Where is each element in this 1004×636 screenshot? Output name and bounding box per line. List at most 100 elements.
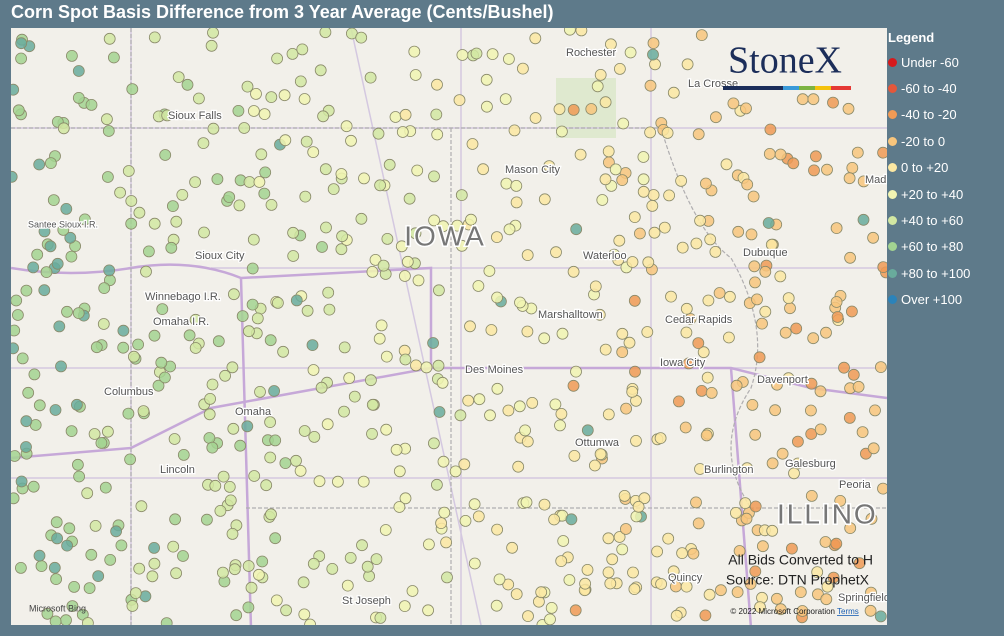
site-dot [455, 189, 468, 202]
site-dot [316, 241, 328, 253]
site-dot [152, 379, 165, 392]
site-dot [623, 336, 636, 349]
place-label: Marshalltown [538, 309, 603, 321]
site-dot [821, 580, 834, 593]
site-dot [403, 192, 416, 205]
highways [11, 263, 887, 625]
site-dot [458, 458, 471, 471]
state-label: IOWA [404, 220, 486, 251]
site-dot [323, 303, 336, 316]
site-dot [66, 600, 79, 612]
site-dot [331, 475, 344, 488]
site-dot [85, 99, 98, 111]
site-dot [217, 470, 230, 483]
site-dot [313, 475, 326, 488]
site-dot [304, 618, 316, 625]
site-dot [260, 479, 273, 492]
site-dot [805, 489, 818, 502]
site-dot [741, 462, 753, 475]
site-dot [148, 542, 161, 554]
site-dot [340, 120, 353, 133]
site-dot [296, 43, 309, 56]
brand-bar [815, 86, 831, 90]
site-dot [508, 124, 521, 137]
site-dot [564, 28, 576, 36]
site-dot [252, 568, 265, 581]
site-dot [287, 250, 300, 262]
site-dot [602, 532, 615, 545]
site-dot [72, 307, 85, 320]
site-dot [779, 326, 792, 339]
site-dot [521, 325, 534, 338]
site-dot [581, 424, 594, 437]
site-dot [807, 93, 820, 106]
site-dot [575, 28, 588, 37]
site-dot [751, 293, 763, 306]
site-dot [538, 332, 551, 345]
site-dot [82, 617, 94, 625]
site-dot [44, 240, 57, 253]
site-dot [814, 385, 827, 398]
site-dot [35, 560, 48, 572]
site-dot [104, 554, 117, 566]
site-dot [865, 586, 877, 599]
site-dot [655, 578, 667, 590]
site-dot [766, 524, 779, 537]
site-dot [670, 609, 683, 622]
site-dot [356, 539, 368, 552]
site-dot [692, 517, 705, 530]
site-dot [268, 385, 281, 397]
site-dot [554, 419, 566, 432]
site-dot [133, 562, 146, 575]
site-dot [567, 265, 580, 278]
site-dot [565, 513, 578, 526]
site-dot [526, 396, 539, 409]
site-dot [124, 453, 136, 466]
site-dot [701, 371, 714, 384]
site-dot [299, 190, 312, 203]
site-dot [234, 439, 247, 452]
site-dot [327, 183, 340, 196]
site-dot [739, 497, 752, 510]
place-label: Sioux Falls [168, 110, 222, 122]
legend: Legend Under -60 -60 to -40 -40 to -20 -20 … [888, 30, 970, 313]
site-dot [695, 29, 708, 41]
site-dot [844, 251, 856, 264]
site-dot [211, 173, 224, 186]
site-dot [129, 587, 142, 599]
site-dot [68, 581, 80, 593]
site-dot [513, 400, 526, 413]
site-dot [366, 427, 378, 440]
site-dot [420, 361, 433, 374]
site-dot [680, 580, 693, 593]
site-dot [335, 243, 348, 256]
site-dot [522, 610, 534, 622]
place-label: Peoria [839, 479, 872, 491]
site-dot [81, 487, 94, 500]
site-dot [122, 407, 135, 420]
terms[interactable]: Terms [837, 607, 859, 616]
site-dot [319, 163, 332, 176]
site-dot [567, 104, 580, 116]
site-dot [731, 586, 744, 598]
site-dot [432, 284, 445, 297]
site-dot [189, 176, 202, 189]
site-dot [810, 150, 822, 163]
site-dot [630, 434, 642, 447]
site-dot [827, 571, 840, 584]
site-dot [831, 311, 844, 323]
legend-swatch [888, 189, 897, 199]
site-dot [326, 563, 339, 575]
site-dot [440, 536, 453, 549]
site-dot [563, 574, 576, 586]
site-dot [369, 253, 382, 266]
site-dot [500, 177, 513, 190]
site-dot [766, 457, 779, 470]
site-dot [393, 501, 406, 513]
site-dot [204, 392, 217, 405]
site-dot [192, 92, 205, 105]
site-dot [57, 122, 70, 135]
site-dot [38, 225, 51, 238]
site-dot [774, 270, 787, 283]
